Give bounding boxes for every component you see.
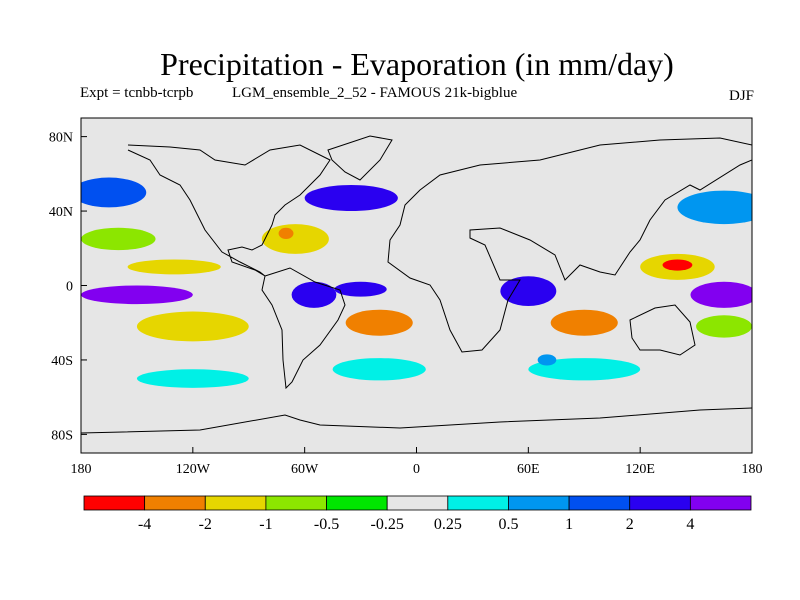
colorbar-box (689, 495, 752, 511)
x-tick-label: 120W (176, 462, 211, 477)
colorbar-label: 2 (626, 516, 634, 533)
colorbar-label: 4 (686, 516, 694, 533)
data-region-20 (136, 369, 249, 388)
data-region-6 (127, 259, 221, 275)
data-region-8 (662, 259, 693, 271)
colorbar-labels: -4 -2 -1 -0.5 -0.25 0.25 0.5 1 2 4 (138, 516, 694, 533)
ensemble-label: LGM_ensemble_2_52 - FAMOUS 21k-bigblue (232, 85, 518, 101)
y-tick-label: 80N (49, 131, 73, 146)
colorbar-boxes (83, 495, 752, 511)
data-region-13 (690, 281, 752, 308)
data-region-3 (81, 227, 156, 251)
y-tick-label: 80S (51, 428, 73, 443)
colorbar-label: 0.5 (498, 516, 518, 533)
chart-title: Precipitation - Evaporation (in mm/day) (160, 46, 674, 82)
y-tick-label: 40S (51, 354, 73, 369)
colorbar-label: -1 (259, 516, 272, 533)
coastline-antarctica (81, 407, 752, 434)
data-region-15 (345, 309, 413, 336)
x-axis: 180 120W 60W 0 60E 120E 180 (71, 447, 763, 477)
x-tick-label: 180 (742, 462, 763, 477)
data-region-5 (278, 227, 294, 239)
colorbar-label: -4 (138, 516, 151, 533)
data-region-17 (696, 315, 752, 338)
coastline-eurasia-africa (387, 137, 752, 353)
y-tick-label: 0 (66, 280, 73, 295)
x-tick-label: 120E (625, 462, 655, 477)
colorbar-box (83, 495, 146, 511)
x-tick-label: 180 (71, 462, 92, 477)
x-tick-label: 60E (517, 462, 540, 477)
colorbar-box (629, 495, 691, 511)
coastline-australia (629, 304, 696, 356)
continent-outlines (81, 135, 752, 434)
coastline-south-america (261, 267, 346, 390)
y-axis: 80N 40N 0 40S 80S (49, 131, 87, 443)
data-region-2 (677, 190, 752, 225)
data-region-21 (537, 354, 557, 366)
colorbar-box (386, 495, 449, 511)
colorbar-box (568, 495, 631, 511)
data-region-0 (81, 177, 147, 208)
colorbar-box (447, 495, 509, 511)
x-tick-label: 60W (291, 462, 319, 477)
colorbar-box (508, 495, 570, 511)
data-region-14 (136, 311, 249, 342)
coastline-greenland (327, 135, 393, 181)
data-region-4 (261, 224, 329, 254)
colorbar-label: 1 (565, 516, 573, 533)
data-region-10 (291, 281, 337, 308)
data-region-1 (304, 185, 398, 212)
data-region-16 (550, 309, 618, 336)
colorbar-box (144, 495, 206, 511)
y-tick-label: 40N (49, 205, 73, 220)
experiment-label: Expt = tcnbb-tcrpb (80, 85, 194, 101)
map-background (81, 118, 752, 453)
data-region-11 (334, 281, 387, 297)
x-tick-label: 0 (413, 462, 420, 477)
data-region-9 (81, 285, 193, 305)
colorbar-label: -2 (199, 516, 212, 533)
colorbar-box (265, 495, 327, 511)
colorbar-box (326, 495, 388, 511)
data-region-18 (332, 358, 426, 381)
data-region-12 (500, 276, 557, 306)
data-regions-layer (81, 177, 752, 388)
colorbar-box (204, 495, 267, 511)
colorbar-label: 0.25 (434, 516, 462, 533)
data-region-19 (528, 358, 641, 381)
coastline-north-america (127, 144, 331, 277)
season-label: DJF (728, 88, 754, 104)
colorbar-label: -0.5 (314, 516, 339, 533)
colorbar-label: -0.25 (371, 516, 404, 533)
